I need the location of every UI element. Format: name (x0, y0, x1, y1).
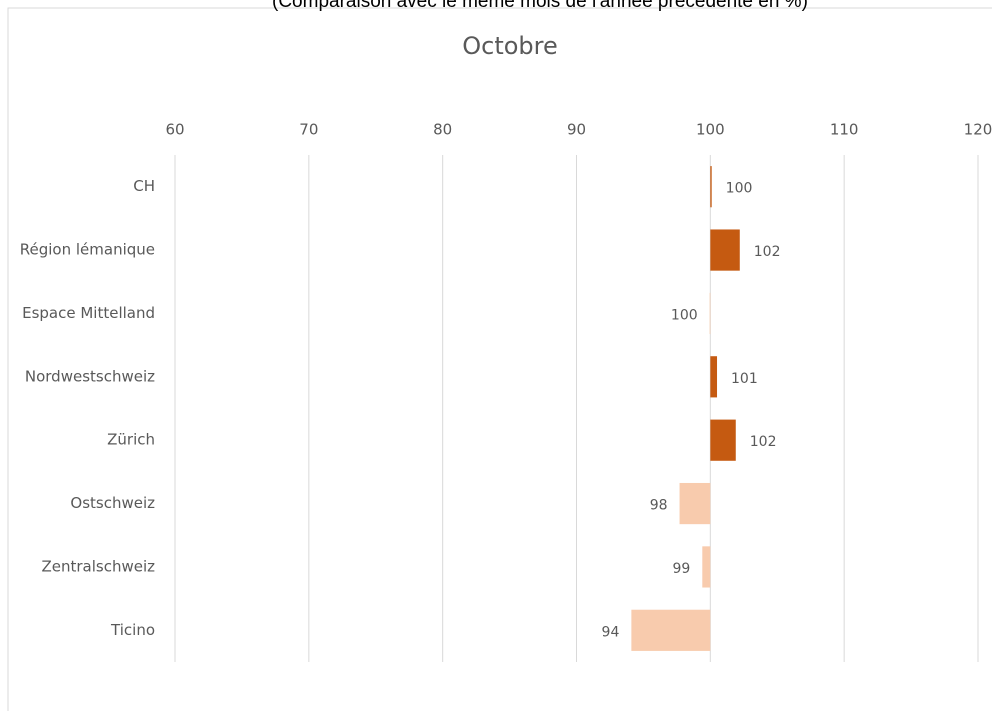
data-label: 100 (726, 181, 753, 197)
y-tick-label: Nordwestschweiz (25, 367, 155, 385)
x-tick-label: 70 (299, 121, 318, 139)
y-tick-label: Ticino (110, 621, 155, 639)
data-label: 100 (671, 307, 698, 323)
x-tick-label: 60 (165, 121, 184, 139)
x-tick-label: 110 (830, 121, 859, 139)
bar (710, 229, 740, 271)
bar (702, 546, 711, 588)
bar (710, 166, 712, 208)
bar (710, 419, 736, 461)
data-label: 98 (650, 498, 668, 514)
x-tick-label: 120 (964, 121, 992, 139)
x-tick-label: 100 (696, 121, 725, 139)
y-tick-label: Zentralschweiz (41, 557, 155, 575)
data-label: 102 (750, 434, 777, 450)
chart-border (7, 7, 992, 711)
data-label: 99 (672, 561, 690, 577)
data-label: 94 (602, 624, 620, 640)
x-tick-label: 80 (433, 121, 452, 139)
y-tick-label: Espace Mittelland (22, 304, 155, 322)
y-tick-label: Région lémanique (20, 241, 155, 259)
chart-title: Octobre (462, 32, 558, 60)
y-tick-label: Zürich (107, 431, 155, 449)
y-tick-label: Ostschweiz (70, 494, 155, 512)
data-label: 101 (731, 371, 758, 387)
y-tick-label: CH (133, 177, 155, 195)
bar (709, 292, 711, 335)
x-tick-label: 90 (567, 121, 586, 139)
chart-subtitle: (Comparaison avec le même mois de l'anné… (272, 0, 808, 12)
bar (679, 482, 711, 525)
bar (710, 356, 718, 398)
bar (631, 609, 711, 651)
data-label: 102 (754, 244, 781, 260)
